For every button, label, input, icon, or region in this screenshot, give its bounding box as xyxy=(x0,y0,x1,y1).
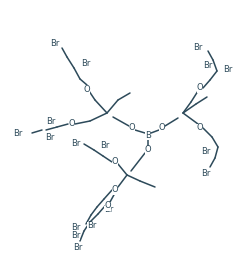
Text: O: O xyxy=(84,85,90,94)
Text: O: O xyxy=(112,186,118,195)
Text: Br: Br xyxy=(203,60,212,69)
Text: Br: Br xyxy=(71,223,80,232)
Text: Br: Br xyxy=(87,222,96,231)
Text: Br: Br xyxy=(50,39,60,48)
Text: O: O xyxy=(159,123,165,132)
Text: Br: Br xyxy=(193,42,202,51)
Text: B: B xyxy=(145,130,151,139)
Text: Br: Br xyxy=(81,60,90,68)
Text: Br: Br xyxy=(104,205,113,214)
Text: Br: Br xyxy=(13,129,22,138)
Text: O: O xyxy=(112,157,118,166)
Text: Br: Br xyxy=(46,117,55,126)
Text: O: O xyxy=(129,123,135,132)
Text: Br: Br xyxy=(71,139,80,148)
Text: Br: Br xyxy=(73,244,83,253)
Text: Br: Br xyxy=(71,231,80,240)
Text: O: O xyxy=(145,145,151,154)
Text: O: O xyxy=(105,201,111,210)
Text: Br: Br xyxy=(202,147,211,156)
Text: O: O xyxy=(197,83,203,92)
Text: O: O xyxy=(197,123,203,132)
Text: Br: Br xyxy=(223,65,232,74)
Text: Br: Br xyxy=(45,134,55,143)
Text: Br: Br xyxy=(201,169,210,178)
Text: O: O xyxy=(69,120,75,129)
Text: Br: Br xyxy=(100,142,109,151)
